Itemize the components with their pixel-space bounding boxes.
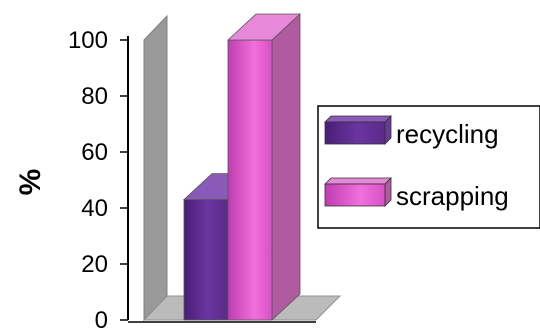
y-tick-label-40: 40 xyxy=(81,195,108,222)
y-axis-label: % xyxy=(14,169,47,196)
legend-item-scrapping: scrapping xyxy=(324,177,509,211)
legend-label-scrapping: scrapping xyxy=(396,181,509,211)
legend-item-recycling: recycling xyxy=(324,115,499,149)
y-tick-label-60: 60 xyxy=(81,139,108,166)
y-tick-label-100: 100 xyxy=(68,27,108,54)
legend: recycling scrapping xyxy=(317,105,540,229)
y-tick-label-20: 20 xyxy=(81,251,108,278)
bar-scrapping xyxy=(226,13,302,321)
back-wall xyxy=(143,14,168,322)
y-tick-label-0: 0 xyxy=(95,307,108,331)
legend-swatch-recycling xyxy=(324,115,392,145)
legend-swatch-scrapping xyxy=(324,177,392,207)
bars xyxy=(182,13,302,321)
y-axis: 0 20 40 60 80 100 xyxy=(68,27,316,331)
legend-label-recycling: recycling xyxy=(396,119,499,149)
y-tick-label-80: 80 xyxy=(81,83,108,110)
